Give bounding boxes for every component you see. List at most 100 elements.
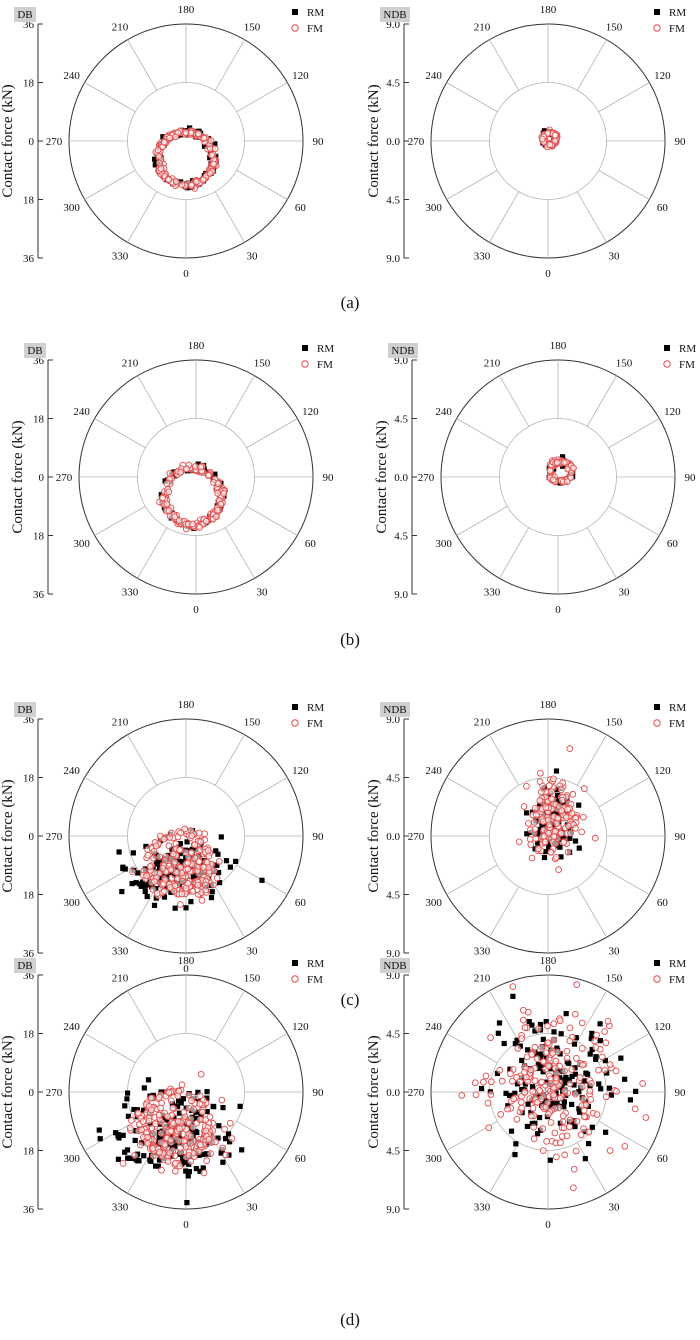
fm-point <box>226 1119 234 1127</box>
fm-point <box>545 1110 552 1118</box>
fm-point <box>183 465 190 473</box>
fm-point <box>570 464 577 472</box>
series-fm <box>515 745 599 874</box>
rm-point <box>145 1077 152 1083</box>
fm-point <box>138 1126 145 1134</box>
fm-point <box>151 878 158 885</box>
rm-point <box>178 1100 184 1106</box>
fm-point <box>139 1118 147 1125</box>
rm-point <box>200 1151 206 1158</box>
rm-point <box>536 1114 543 1121</box>
fm-point <box>165 507 173 515</box>
spoke-60 <box>598 1120 650 1151</box>
fm-point <box>529 1105 537 1112</box>
fm-point <box>591 834 599 842</box>
fm-point <box>497 1111 505 1118</box>
angle-label: 60 <box>295 202 307 214</box>
spoke-30 <box>576 191 607 243</box>
fm-point <box>143 872 151 880</box>
rm-point <box>538 1055 544 1061</box>
fm-point <box>531 1077 539 1085</box>
rm-point <box>496 1020 503 1026</box>
spoke-120 <box>598 1033 650 1064</box>
fm-point <box>184 859 192 867</box>
fm-point <box>197 838 204 846</box>
fm-point <box>178 1081 186 1089</box>
fm-point <box>187 1133 195 1140</box>
rm-point <box>544 1079 550 1085</box>
rm-point <box>558 854 564 860</box>
angle-label: 330 <box>112 945 129 957</box>
fm-point <box>593 1111 601 1118</box>
spoke-330 <box>489 886 520 938</box>
rm-point <box>522 1081 528 1087</box>
fm-point <box>521 1089 528 1096</box>
angle-label: 270 <box>418 472 435 484</box>
fm-point <box>513 1074 520 1081</box>
angle-label: 210 <box>484 358 501 370</box>
rm-point <box>183 905 189 911</box>
rm-point <box>503 1090 509 1096</box>
spoke-60 <box>246 505 298 536</box>
rm-point <box>549 1100 555 1106</box>
spoke-330 <box>127 191 158 243</box>
fm-point <box>612 1067 620 1075</box>
radial-tick-label: 36 <box>33 355 45 367</box>
rm-point <box>216 869 222 876</box>
angle-label: 90 <box>685 472 697 484</box>
rm-point <box>220 1159 226 1165</box>
polar-chart-1: 0306090120150180210240270300330361801836… <box>0 4 324 280</box>
rm-point <box>618 1055 624 1061</box>
angle-label: 120 <box>664 406 681 418</box>
angle-label: 0 <box>183 268 189 280</box>
spoke-300 <box>84 1120 136 1151</box>
fm-point <box>591 1037 598 1045</box>
rm-point <box>161 894 168 900</box>
rm-point <box>514 1037 520 1043</box>
rm-point <box>622 1076 628 1082</box>
fm-point <box>598 1053 606 1061</box>
rm-point <box>156 1157 163 1163</box>
spoke-240 <box>84 777 136 808</box>
rm-point <box>176 1110 183 1116</box>
rm-point <box>129 880 135 887</box>
fm-point <box>561 1087 568 1095</box>
fm-point <box>562 814 570 821</box>
fm-point <box>528 854 536 862</box>
polar-chart-2: 0 30 60 90 120 150 180 210 240 270 300 330 9.0 4.5 0.0… <box>366 4 686 280</box>
rm-point <box>592 1056 599 1062</box>
fm-point <box>573 1117 581 1125</box>
fm-point <box>560 1124 568 1132</box>
fm-point <box>543 1138 550 1145</box>
spoke-150 <box>224 375 255 427</box>
angle-label: 0 <box>545 1219 551 1231</box>
fm-point <box>131 1152 139 1159</box>
fm-point <box>206 1113 214 1121</box>
fm-point <box>202 1127 210 1135</box>
rm-point <box>559 454 566 460</box>
rm-point <box>512 1041 518 1047</box>
fm-point <box>222 1151 230 1159</box>
fm-point <box>214 480 222 487</box>
rm-point <box>141 1085 147 1091</box>
rm-point <box>183 1159 189 1166</box>
spoke-210 <box>127 990 158 1042</box>
fm-point <box>200 863 207 871</box>
radial-tick-label: 18 <box>23 1146 35 1158</box>
radial-tick-label: 0 <box>29 136 35 148</box>
polar-chart-6: 0 30 60 90 120 150 180 210 240 270 300 330 9.0 4.5 0.0… <box>366 699 686 975</box>
angle-label: 240 <box>63 70 80 82</box>
fm-point <box>176 1162 184 1170</box>
rm-point <box>186 1169 192 1175</box>
fm-point <box>156 853 163 861</box>
legend-fm-marker <box>663 360 671 368</box>
angle-label: 240 <box>63 765 80 777</box>
rm-point <box>582 1078 588 1084</box>
series-fm <box>156 461 229 533</box>
rm-point <box>512 1090 518 1096</box>
fm-point <box>197 1070 205 1078</box>
angle-label: 30 <box>247 1201 259 1213</box>
rm-point <box>576 1109 583 1115</box>
rm-point <box>193 1166 199 1172</box>
rm-point <box>218 1150 224 1156</box>
